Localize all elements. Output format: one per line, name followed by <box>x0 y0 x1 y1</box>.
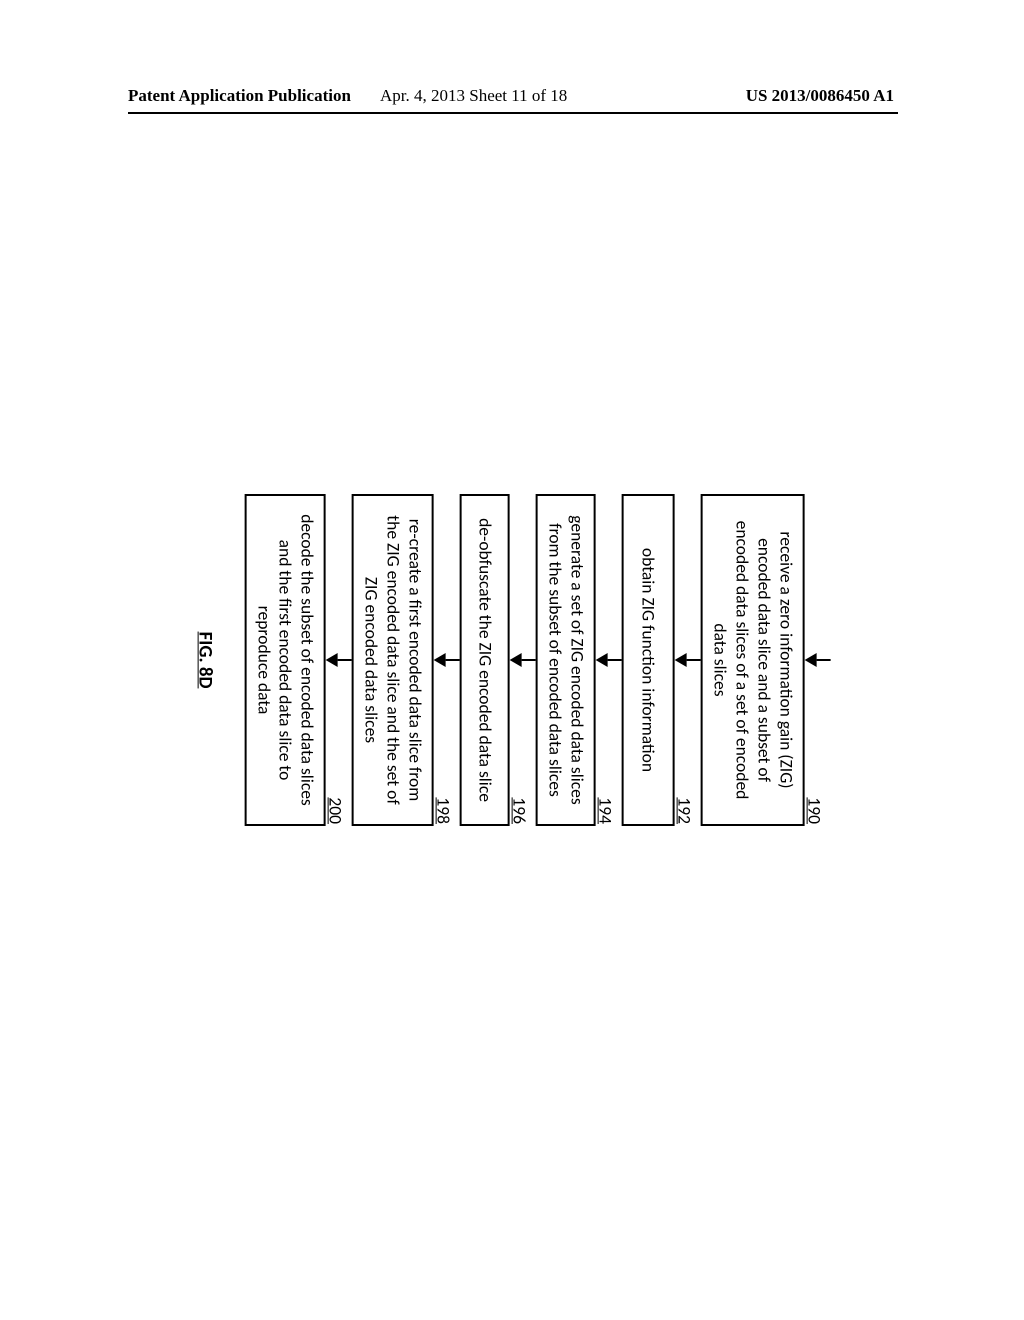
flowchart: 190 receive a zero information gain (ZIG… <box>193 494 830 826</box>
step-box-198: 198 re-create a first encoded data slice… <box>352 494 434 826</box>
step-box-200: 200 decode the subset of encoded data sl… <box>244 494 326 826</box>
step-text: de-obfuscate the ZIG encoded data slice <box>475 518 497 802</box>
step-box-190: 190 receive a zero information gain (ZIG… <box>701 494 805 826</box>
step-text: receive a zero information gain (ZIG) en… <box>710 521 798 800</box>
arrow-icon <box>595 653 621 667</box>
step-text: re-create a first encoded data slice fro… <box>361 515 427 804</box>
step-box-194: 194 generate a set of ZIG encoded data s… <box>536 494 596 826</box>
step-number: 194 <box>593 797 615 824</box>
header-right: US 2013/0086450 A1 <box>746 86 894 106</box>
figure-label: FIG. 8D <box>193 632 216 689</box>
step-text: obtain ZIG function information <box>638 548 660 772</box>
step-number: 200 <box>324 797 346 824</box>
step-number: 198 <box>432 797 454 824</box>
page: Patent Application Publication Apr. 4, 2… <box>0 0 1024 1320</box>
arrow-icon <box>326 653 352 667</box>
step-text: decode the subset of encoded data slices… <box>253 514 319 806</box>
step-box-192: 192 obtain ZIG function information <box>621 494 675 826</box>
arrow-icon <box>805 653 831 667</box>
arrow-icon <box>510 653 536 667</box>
header-left: Patent Application Publication <box>128 86 351 106</box>
step-number: 192 <box>673 797 695 824</box>
step-number: 196 <box>508 797 530 824</box>
arrow-icon <box>675 653 701 667</box>
arrow-icon <box>434 653 460 667</box>
step-text: generate a set of ZIG encoded data slice… <box>544 515 588 804</box>
step-box-196: 196 de-obfuscate the ZIG encoded data sl… <box>460 494 510 826</box>
header-divider <box>128 112 898 114</box>
step-number: 190 <box>803 797 825 824</box>
header-center: Apr. 4, 2013 Sheet 11 of 18 <box>380 86 567 106</box>
